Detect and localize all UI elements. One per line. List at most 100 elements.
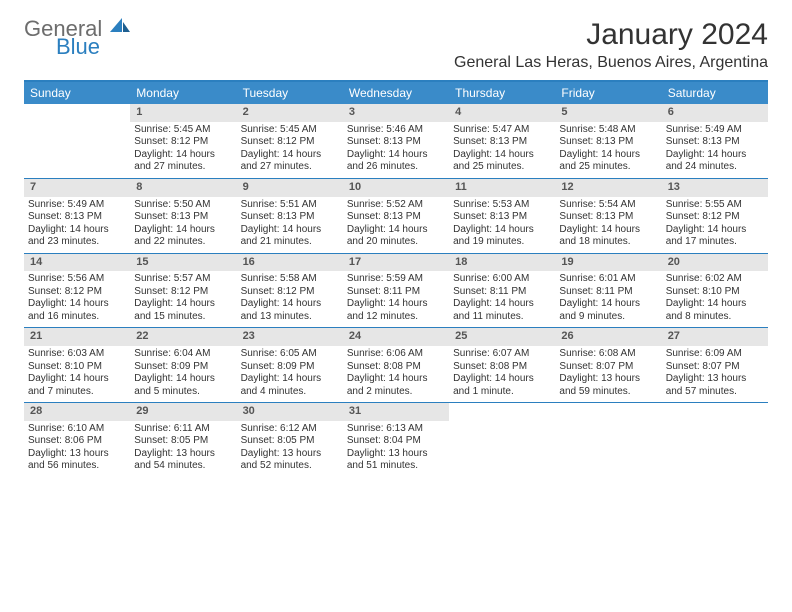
calendar-cell: 20Sunrise: 6:02 AMSunset: 8:10 PMDayligh…: [662, 254, 768, 328]
sunset-text: Sunset: 8:13 PM: [28, 211, 126, 224]
day-number: 6: [662, 104, 768, 122]
daylight-text: Daylight: 14 hours and 19 minutes.: [453, 224, 551, 249]
sunrise-text: Sunrise: 5:45 AM: [134, 124, 232, 137]
sunset-text: Sunset: 8:06 PM: [28, 435, 126, 448]
daylight-text: Daylight: 14 hours and 8 minutes.: [666, 298, 764, 323]
daylight-text: Daylight: 14 hours and 7 minutes.: [28, 373, 126, 398]
calendar-cell: 18Sunrise: 6:00 AMSunset: 8:11 PMDayligh…: [449, 254, 555, 328]
day-number: 31: [343, 403, 449, 421]
sunrise-text: Sunrise: 6:09 AM: [666, 348, 764, 361]
sunset-text: Sunset: 8:11 PM: [347, 286, 445, 299]
calendar: Sunday Monday Tuesday Wednesday Thursday…: [24, 80, 768, 477]
sunset-text: Sunset: 8:13 PM: [453, 211, 551, 224]
day-number: 7: [24, 179, 130, 197]
sunrise-text: Sunrise: 6:03 AM: [28, 348, 126, 361]
sunset-text: Sunset: 8:13 PM: [559, 136, 657, 149]
calendar-week: 7Sunrise: 5:49 AMSunset: 8:13 PMDaylight…: [24, 178, 768, 253]
calendar-cell: 6 Sunrise: 5:49 AMSunset: 8:13 PMDaylight…: [662, 104, 768, 178]
calendar-cell: 9Sunrise: 5:51 AMSunset: 8:13 PMDaylight…: [237, 179, 343, 253]
day-number: 3: [343, 104, 449, 122]
daylight-text: Daylight: 13 hours and 56 minutes.: [28, 448, 126, 473]
sunrise-text: Sunrise: 5:47 AM: [453, 124, 551, 137]
sunrise-text: Sunrise: 6:05 AM: [241, 348, 339, 361]
calendar-cell: 15Sunrise: 5:57 AMSunset: 8:12 PMDayligh…: [130, 254, 236, 328]
sunrise-text: Sunrise: 5:49 AM: [666, 124, 764, 137]
sunset-text: Sunset: 8:05 PM: [241, 435, 339, 448]
daylight-text: Daylight: 14 hours and 16 minutes.: [28, 298, 126, 323]
daylight-text: Daylight: 13 hours and 54 minutes.: [134, 448, 232, 473]
day-header: Saturday: [662, 82, 768, 104]
daylight-text: Daylight: 14 hours and 23 minutes.: [28, 224, 126, 249]
day-number: [449, 403, 555, 421]
sunset-text: Sunset: 8:13 PM: [453, 136, 551, 149]
daylight-text: Daylight: 14 hours and 9 minutes.: [559, 298, 657, 323]
sunrise-text: Sunrise: 5:52 AM: [347, 199, 445, 212]
sunset-text: Sunset: 8:13 PM: [666, 136, 764, 149]
sunrise-text: Sunrise: 6:10 AM: [28, 423, 126, 436]
day-number: 10: [343, 179, 449, 197]
sunset-text: Sunset: 8:07 PM: [559, 361, 657, 374]
calendar-week: 21Sunrise: 6:03 AMSunset: 8:10 PMDayligh…: [24, 327, 768, 402]
day-number: 1: [130, 104, 236, 122]
calendar-cell: 12Sunrise: 5:54 AMSunset: 8:13 PMDayligh…: [555, 179, 661, 253]
day-number: 23: [237, 328, 343, 346]
sunset-text: Sunset: 8:11 PM: [559, 286, 657, 299]
daylight-text: Daylight: 14 hours and 12 minutes.: [347, 298, 445, 323]
daylight-text: Daylight: 14 hours and 17 minutes.: [666, 224, 764, 249]
day-number: 30: [237, 403, 343, 421]
calendar-cell: 23Sunrise: 6:05 AMSunset: 8:09 PMDayligh…: [237, 328, 343, 402]
day-number: 29: [130, 403, 236, 421]
sunset-text: Sunset: 8:12 PM: [134, 136, 232, 149]
day-header: Sunday: [24, 82, 130, 104]
calendar-cell: 2Sunrise: 5:45 AMSunset: 8:12 PMDaylight…: [237, 104, 343, 178]
calendar-cell: 3Sunrise: 5:46 AMSunset: 8:13 PMDaylight…: [343, 104, 449, 178]
sunrise-text: Sunrise: 6:08 AM: [559, 348, 657, 361]
sunset-text: Sunset: 8:12 PM: [241, 136, 339, 149]
day-number: 2: [237, 104, 343, 122]
daylight-text: Daylight: 14 hours and 25 minutes.: [559, 149, 657, 174]
day-header: Tuesday: [237, 82, 343, 104]
sunset-text: Sunset: 8:13 PM: [241, 211, 339, 224]
daylight-text: Daylight: 14 hours and 2 minutes.: [347, 373, 445, 398]
sunrise-text: Sunrise: 6:00 AM: [453, 273, 551, 286]
calendar-cell: [449, 403, 555, 477]
day-number: [24, 104, 130, 122]
daylight-text: Daylight: 14 hours and 11 minutes.: [453, 298, 551, 323]
calendar-cell: 13Sunrise: 5:55 AMSunset: 8:12 PMDayligh…: [662, 179, 768, 253]
day-header: Thursday: [449, 82, 555, 104]
sunrise-text: Sunrise: 6:06 AM: [347, 348, 445, 361]
sunset-text: Sunset: 8:13 PM: [347, 136, 445, 149]
day-number: 15: [130, 254, 236, 272]
sunset-text: Sunset: 8:13 PM: [134, 211, 232, 224]
sunset-text: Sunset: 8:13 PM: [559, 211, 657, 224]
calendar-cell: 17Sunrise: 5:59 AMSunset: 8:11 PMDayligh…: [343, 254, 449, 328]
sunrise-text: Sunrise: 5:50 AM: [134, 199, 232, 212]
sunrise-text: Sunrise: 6:04 AM: [134, 348, 232, 361]
calendar-cell: 24Sunrise: 6:06 AMSunset: 8:08 PMDayligh…: [343, 328, 449, 402]
calendar-cell: 22Sunrise: 6:04 AMSunset: 8:09 PMDayligh…: [130, 328, 236, 402]
daylight-text: Daylight: 14 hours and 18 minutes.: [559, 224, 657, 249]
calendar-week: 28Sunrise: 6:10 AMSunset: 8:06 PMDayligh…: [24, 402, 768, 477]
daylight-text: Daylight: 14 hours and 1 minute.: [453, 373, 551, 398]
calendar-cell: 27Sunrise: 6:09 AMSunset: 8:07 PMDayligh…: [662, 328, 768, 402]
sunset-text: Sunset: 8:07 PM: [666, 361, 764, 374]
calendar-cell: 21Sunrise: 6:03 AMSunset: 8:10 PMDayligh…: [24, 328, 130, 402]
sunset-text: Sunset: 8:08 PM: [347, 361, 445, 374]
daylight-text: Daylight: 14 hours and 24 minutes.: [666, 149, 764, 174]
daylight-text: Daylight: 13 hours and 57 minutes.: [666, 373, 764, 398]
sunset-text: Sunset: 8:13 PM: [347, 211, 445, 224]
day-number: 22: [130, 328, 236, 346]
sail-icon: [110, 18, 132, 40]
daylight-text: Daylight: 14 hours and 13 minutes.: [241, 298, 339, 323]
calendar-cell: [555, 403, 661, 477]
sunrise-text: Sunrise: 5:49 AM: [28, 199, 126, 212]
sunset-text: Sunset: 8:12 PM: [28, 286, 126, 299]
calendar-cell: 30Sunrise: 6:12 AMSunset: 8:05 PMDayligh…: [237, 403, 343, 477]
day-number: 26: [555, 328, 661, 346]
sunrise-text: Sunrise: 6:11 AM: [134, 423, 232, 436]
daylight-text: Daylight: 14 hours and 4 minutes.: [241, 373, 339, 398]
sunrise-text: Sunrise: 5:56 AM: [28, 273, 126, 286]
day-number: 5: [555, 104, 661, 122]
sunrise-text: Sunrise: 5:58 AM: [241, 273, 339, 286]
sunset-text: Sunset: 8:08 PM: [453, 361, 551, 374]
